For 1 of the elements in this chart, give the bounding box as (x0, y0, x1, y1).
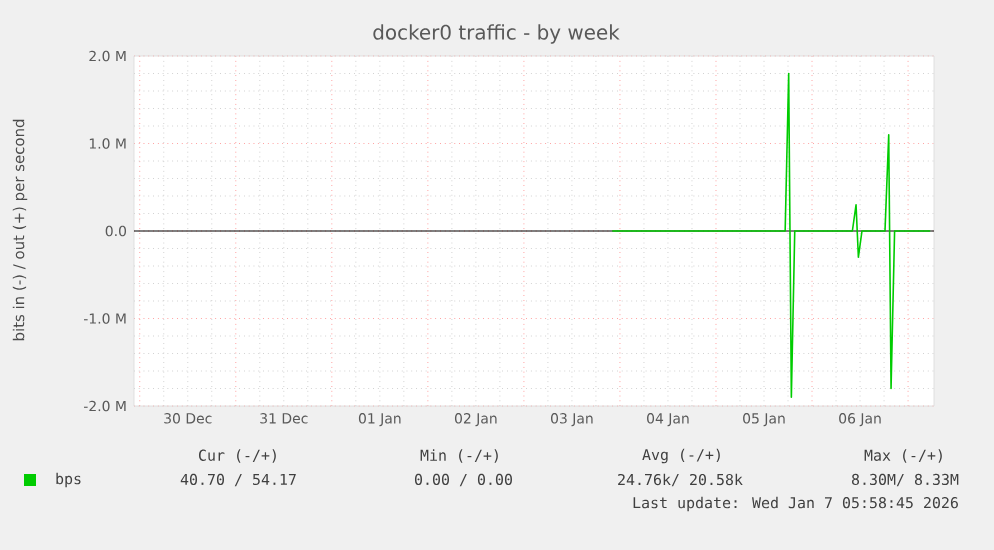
chart-title: docker0 traffic - by week (373, 24, 620, 44)
